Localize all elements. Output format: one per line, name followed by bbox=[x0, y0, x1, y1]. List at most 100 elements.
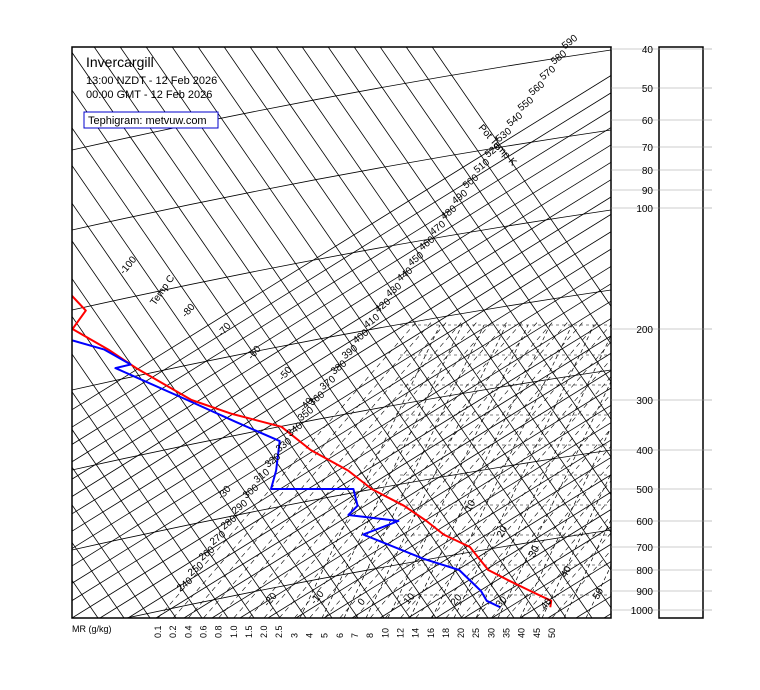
mixing-ratio-line bbox=[445, 428, 611, 618]
wet-adiabat-label: 10 bbox=[463, 498, 478, 514]
isotherm bbox=[267, 404, 611, 618]
mr-tick-label: 4 bbox=[305, 633, 315, 638]
isotherm bbox=[744, 60, 760, 618]
dry-adiabat bbox=[327, 47, 611, 458]
isotherm bbox=[72, 179, 611, 515]
isotherm-label: -20 bbox=[262, 590, 280, 608]
mr-tick-label: 50 bbox=[547, 628, 557, 638]
mixing-ratio-line bbox=[157, 319, 419, 618]
dry-adiabat bbox=[93, 47, 489, 618]
mr-tick-label: 0.8 bbox=[214, 625, 224, 638]
mixing-ratio-line bbox=[521, 515, 611, 618]
pressure-label: 80 bbox=[642, 166, 654, 177]
chart-subtitle-utc: 00:00 GMT - 12 Feb 2026 bbox=[86, 89, 212, 101]
mr-tick-label: 2.0 bbox=[259, 625, 269, 638]
wet-adiabat-label: 30 bbox=[527, 544, 542, 560]
wet-adiabat bbox=[321, 324, 463, 618]
pressure-label: 800 bbox=[636, 566, 653, 577]
mixing-ratio-line bbox=[294, 319, 555, 618]
mr-tick-label: 6 bbox=[335, 633, 345, 638]
wet-adiabat bbox=[431, 324, 573, 618]
isotherm-label: -80 bbox=[180, 301, 198, 319]
mixing-ratio-line bbox=[369, 341, 611, 618]
mr-tick-label: 40 bbox=[517, 628, 527, 638]
dry-adiabat bbox=[72, 315, 281, 618]
mr-tick-label: 1.5 bbox=[244, 625, 254, 638]
chart-subtitle-local: 13:00 NZDT - 12 Feb 2026 bbox=[86, 75, 217, 87]
dry-adiabat bbox=[0, 0, 20, 618]
mixing-ratio-line bbox=[430, 410, 611, 618]
dry-adiabat bbox=[275, 47, 611, 534]
isotherm bbox=[295, 422, 611, 618]
dry-adiabat bbox=[223, 47, 611, 609]
wet-adiabat bbox=[365, 324, 507, 618]
dry-adiabat bbox=[119, 47, 515, 618]
wet-adiabat bbox=[299, 324, 441, 618]
mixing-ratio-line bbox=[551, 549, 611, 618]
mixing-ratio-line bbox=[263, 319, 525, 618]
isotherm bbox=[435, 509, 611, 618]
isotherm bbox=[660, 60, 760, 618]
isotherm bbox=[72, 75, 611, 411]
isotherm bbox=[72, 248, 611, 584]
isotherm bbox=[575, 595, 611, 618]
dewpoint-profile-line bbox=[72, 339, 501, 609]
pressure-label: 200 bbox=[636, 325, 653, 336]
mr-tick-label: 25 bbox=[471, 628, 481, 638]
dry-adiabat bbox=[72, 89, 437, 618]
mr-tick-label: 12 bbox=[395, 628, 405, 638]
isotherm-label: -100 bbox=[118, 254, 140, 277]
dry-adiabat bbox=[72, 391, 229, 618]
isotherm bbox=[211, 370, 611, 618]
mixing-ratio-line bbox=[415, 393, 611, 618]
isotherm bbox=[72, 283, 611, 618]
pressure-label: 900 bbox=[636, 587, 653, 598]
wet-adiabat bbox=[387, 324, 529, 618]
isotherm bbox=[72, 109, 611, 445]
side-panel-frame bbox=[658, 46, 704, 619]
isotherm-label: -50 bbox=[277, 364, 295, 382]
dry-adiabat bbox=[249, 47, 611, 571]
wet-adiabat-label: 20 bbox=[495, 524, 510, 540]
dry-adiabat bbox=[197, 47, 593, 618]
isotherm bbox=[379, 474, 611, 618]
isotherm bbox=[72, 161, 611, 497]
wet-adiabat-label: 50 bbox=[591, 586, 606, 602]
mr-tick-label: 20 bbox=[456, 628, 466, 638]
mixing-ratio-line bbox=[233, 319, 494, 618]
isotherm bbox=[99, 300, 611, 618]
mixing-ratio-line bbox=[203, 319, 464, 618]
mixing-ratio-line bbox=[476, 463, 611, 618]
isotherm bbox=[716, 60, 760, 618]
mixing-ratio-line bbox=[309, 319, 570, 618]
isobar-curve bbox=[72, 209, 611, 311]
pressure-label: 400 bbox=[636, 446, 653, 457]
mr-tick-label: 10 bbox=[380, 628, 390, 638]
dry-adiabat bbox=[171, 47, 567, 618]
pressure-label: 700 bbox=[636, 543, 653, 554]
isotherm-label: 10 bbox=[402, 591, 418, 607]
isotherm bbox=[72, 196, 611, 532]
mr-tick-label: 0.4 bbox=[183, 625, 193, 638]
mixing-ratio-line bbox=[248, 319, 510, 618]
isotherm-label: 30 bbox=[494, 594, 510, 610]
isobar-curve bbox=[72, 449, 611, 551]
mr-tick-label: 8 bbox=[365, 633, 375, 638]
dry-adiabat bbox=[72, 127, 411, 618]
dry-adiabat bbox=[72, 164, 385, 618]
dry-adiabat bbox=[72, 202, 359, 618]
isotherm bbox=[72, 92, 611, 428]
isotherm-label: -30 bbox=[216, 483, 234, 501]
dry-adiabat bbox=[145, 47, 541, 618]
chart-title: Invercargill bbox=[86, 54, 154, 70]
mr-tick-label: 7 bbox=[350, 633, 360, 638]
pressure-label: 40 bbox=[642, 45, 654, 56]
isotherm bbox=[688, 60, 760, 618]
isotherm bbox=[407, 491, 611, 618]
isobar-curve bbox=[124, 529, 611, 618]
isotherm bbox=[323, 439, 611, 618]
isotherm-label: 0 bbox=[356, 596, 368, 608]
mixing-ratio-line bbox=[324, 319, 585, 618]
mr-tick-label: 35 bbox=[502, 628, 512, 638]
